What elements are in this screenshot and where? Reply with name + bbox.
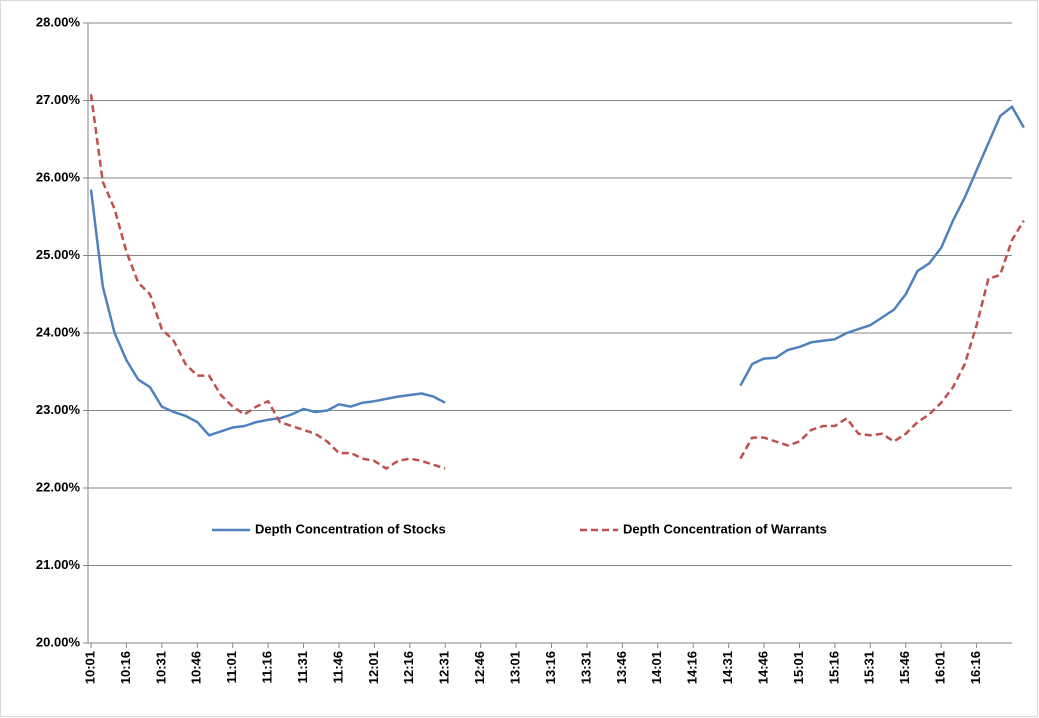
legend-label: Depth Concentration of Stocks [255,521,446,536]
x-tick-label: 15:01 [791,651,806,684]
y-tick-label: 20.00% [36,634,81,649]
x-tick-label: 11:46 [330,651,345,684]
x-tick-label: 12:16 [401,651,416,684]
y-tick-label: 25.00% [36,247,81,262]
x-tick-label: 13:31 [578,651,593,684]
x-tick-label: 16:16 [968,651,983,684]
x-tick-label: 11:01 [224,651,239,684]
y-tick-label: 24.00% [36,324,81,339]
x-tick-label: 14:31 [720,651,735,684]
x-tick-label: 15:46 [897,651,912,684]
series-line [89,105,1025,437]
series-line [89,94,1025,470]
x-tick-label: 10:16 [118,651,133,684]
y-tick-label: 23.00% [36,402,81,417]
x-tick-label: 14:16 [685,651,700,684]
y-tick-label: 21.00% [36,557,81,572]
y-tick-label: 27.00% [36,92,81,107]
x-tick-label: 10:46 [189,651,204,684]
x-tick-label: 11:31 [295,651,310,684]
x-tick-label: 13:16 [543,651,558,684]
x-tick-label: 15:31 [862,651,877,684]
x-tick-label: 12:01 [366,651,381,684]
x-tick-label: 11:16 [260,651,275,684]
x-tick-label: 15:16 [826,651,841,684]
x-tick-label: 13:46 [614,651,629,684]
y-tick-label: 26.00% [36,169,81,184]
x-tick-label: 12:46 [472,651,487,684]
x-tick-label: 10:01 [82,651,97,684]
x-tick-label: 10:31 [153,651,168,684]
x-tick-label: 16:01 [933,651,948,684]
x-tick-label: 12:31 [437,651,452,684]
y-tick-label: 28.00% [36,14,81,29]
x-tick-label: 14:01 [649,651,664,684]
legend-label: Depth Concentration of Warrants [623,521,827,536]
x-tick-label: 13:01 [508,651,523,684]
x-tick-label: 14:46 [755,651,770,684]
y-tick-label: 22.00% [36,479,81,494]
